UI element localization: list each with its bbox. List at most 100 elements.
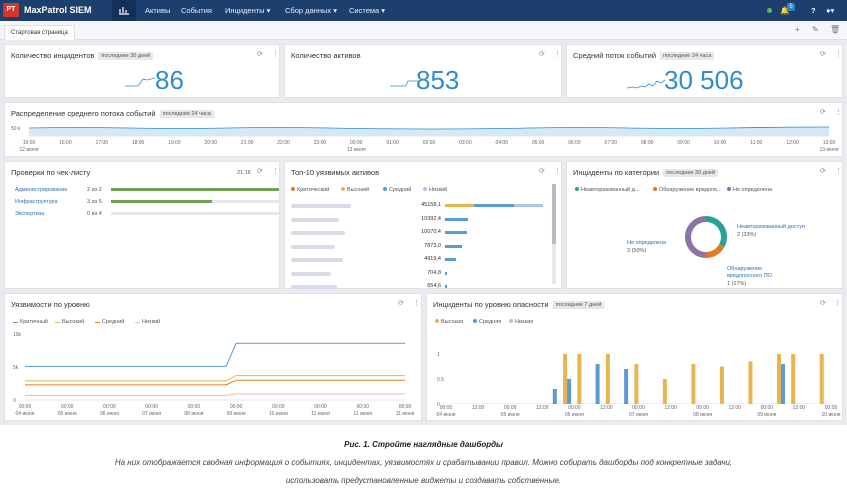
caption-line-1: На них отображается сводная информация о… — [114, 458, 733, 467]
x-tick-label: 12:00 — [728, 405, 741, 411]
severity-bar[interactable] — [748, 361, 753, 405]
severity-bar[interactable] — [662, 379, 667, 404]
tab-start-page[interactable]: Стартовая страница — [4, 25, 75, 40]
donut-slice[interactable] — [685, 216, 727, 258]
series-line — [25, 379, 405, 386]
nav-data-collection[interactable]: Сбор данных ▾ — [285, 6, 337, 15]
x-tick-label: 00:00 — [356, 404, 370, 410]
severity-bar[interactable] — [691, 364, 696, 404]
donut-slice[interactable] — [685, 216, 727, 258]
severity-bar[interactable] — [634, 364, 639, 404]
nav-system[interactable]: Система ▾ — [349, 6, 386, 15]
refresh-icon[interactable]: ⟳ — [539, 168, 545, 175]
legend-item[interactable]: Низкая — [509, 319, 533, 325]
legend-item[interactable]: Низкий — [135, 319, 160, 325]
asset-name-redacted[interactable] — [291, 285, 337, 289]
x-date-label: 05 июня — [500, 412, 520, 418]
legend-dash — [13, 322, 18, 323]
x-tick-label: 03:00 — [459, 140, 472, 146]
widget-title: Средний поток событий последние 24 часа — [573, 51, 715, 60]
more-icon[interactable]: ⋮ — [835, 168, 842, 175]
x-date-label: 06 июня — [99, 411, 119, 417]
asset-name-redacted[interactable] — [291, 217, 339, 222]
widget-title: Количество инцидентов последние 30 дней — [11, 51, 154, 60]
x-tick-label: 00:00 — [696, 405, 709, 411]
asset-name-redacted[interactable] — [291, 271, 331, 276]
checklist-item-count: 0 из 4 — [87, 211, 102, 217]
checklist-item-label[interactable]: Администрирование — [15, 187, 68, 193]
legend-dash — [95, 322, 100, 323]
refresh-icon[interactable]: ⟳ — [820, 168, 826, 175]
more-icon[interactable]: ⋮ — [835, 51, 842, 58]
x-tick-label: 08:00 — [640, 140, 654, 146]
more-icon[interactable]: ⋮ — [272, 51, 279, 58]
more-icon[interactable]: ⋮ — [834, 300, 841, 307]
legend-item[interactable]: Обнаружение вредоно... — [653, 187, 722, 193]
severity-bar[interactable] — [595, 364, 600, 404]
legend-item[interactable]: Низкий — [423, 187, 447, 193]
legend-item[interactable]: Высокий — [341, 187, 369, 193]
nav-assets[interactable]: Активы — [145, 6, 171, 15]
legend-item[interactable]: Средняя — [473, 319, 501, 325]
severity-bar[interactable] — [819, 354, 824, 404]
figure-caption: Рис. 1. Стройте наглядные дашборды На ни… — [0, 440, 847, 494]
refresh-icon[interactable]: ⟳ — [820, 109, 826, 116]
legend-item[interactable]: Критичный — [13, 319, 48, 325]
more-icon[interactable]: ⋮ — [554, 168, 561, 175]
legend-item[interactable]: Не определена — [727, 187, 772, 193]
bell-icon[interactable]: 🔔 — [780, 6, 790, 15]
severity-bar[interactable] — [563, 354, 568, 404]
legend-item[interactable]: Критический — [291, 187, 329, 193]
legend-item[interactable]: Высокая — [435, 319, 463, 325]
nav-incidents[interactable]: Инциденты ▾ — [225, 6, 271, 15]
app-name[interactable]: MaxPatrol SIEM — [24, 5, 92, 15]
severity-bar[interactable] — [577, 354, 582, 404]
pt-logo[interactable]: PT — [3, 3, 19, 17]
legend-item[interactable]: Средний — [383, 187, 411, 193]
asset-name-redacted[interactable] — [291, 204, 351, 208]
severity-bar[interactable] — [776, 354, 781, 404]
refresh-icon[interactable]: ⟳ — [539, 51, 545, 58]
help-icon[interactable]: ? — [811, 6, 816, 15]
asset-score: 654,6 — [427, 283, 441, 289]
x-tick-label: 05:00 — [531, 140, 545, 146]
nav-events[interactable]: События — [181, 6, 212, 15]
more-icon[interactable]: ⋮ — [835, 109, 842, 116]
legend-item[interactable]: Неавторизованный д... — [575, 187, 639, 193]
severity-bar[interactable] — [719, 366, 724, 405]
dashboard-icon — [119, 7, 129, 15]
legend-dot — [435, 319, 439, 323]
legend-item[interactable]: Средний — [95, 319, 124, 325]
dashboard-nav-button[interactable] — [112, 0, 136, 21]
notification-badge: 5 — [787, 3, 795, 11]
severity-bar[interactable] — [605, 354, 610, 404]
y-tick-label: 0 — [437, 402, 440, 408]
edit-icon[interactable]: ✎ — [812, 25, 819, 34]
asset-name-redacted[interactable] — [291, 244, 335, 249]
checklist-item-label[interactable]: Экспертиза — [15, 211, 45, 217]
legend-item[interactable]: Высокий — [55, 319, 84, 325]
asset-name-redacted[interactable] — [291, 258, 343, 262]
severity-bar[interactable] — [567, 379, 572, 404]
asset-name-redacted[interactable] — [291, 231, 345, 235]
severity-bar[interactable] — [780, 364, 785, 404]
severity-bar[interactable] — [791, 354, 796, 404]
delete-icon[interactable]: 🗑 — [830, 25, 841, 34]
refresh-icon[interactable]: ⟳ — [820, 51, 826, 58]
series-line — [25, 342, 405, 367]
refresh-icon[interactable]: ⟳ — [257, 51, 263, 58]
severity-bar[interactable] — [552, 389, 557, 404]
refresh-icon[interactable]: ⟳ — [257, 168, 263, 175]
scrollbar[interactable] — [552, 184, 556, 284]
more-icon[interactable]: ⋮ — [413, 300, 420, 307]
progress-fill — [111, 200, 212, 203]
severity-bar[interactable] — [624, 369, 629, 404]
refresh-icon[interactable]: ⟳ — [820, 300, 826, 307]
y-tick-label: 0.5 — [437, 377, 444, 383]
more-icon[interactable]: ⋮ — [554, 51, 561, 58]
add-icon[interactable]: + — [795, 25, 800, 34]
more-icon[interactable]: ⋮ — [272, 168, 279, 175]
refresh-icon[interactable]: ⟳ — [398, 300, 404, 307]
checklist-item-label[interactable]: Инфраструктура — [15, 199, 58, 205]
user-menu-icon[interactable]: ●▾ — [826, 6, 835, 15]
